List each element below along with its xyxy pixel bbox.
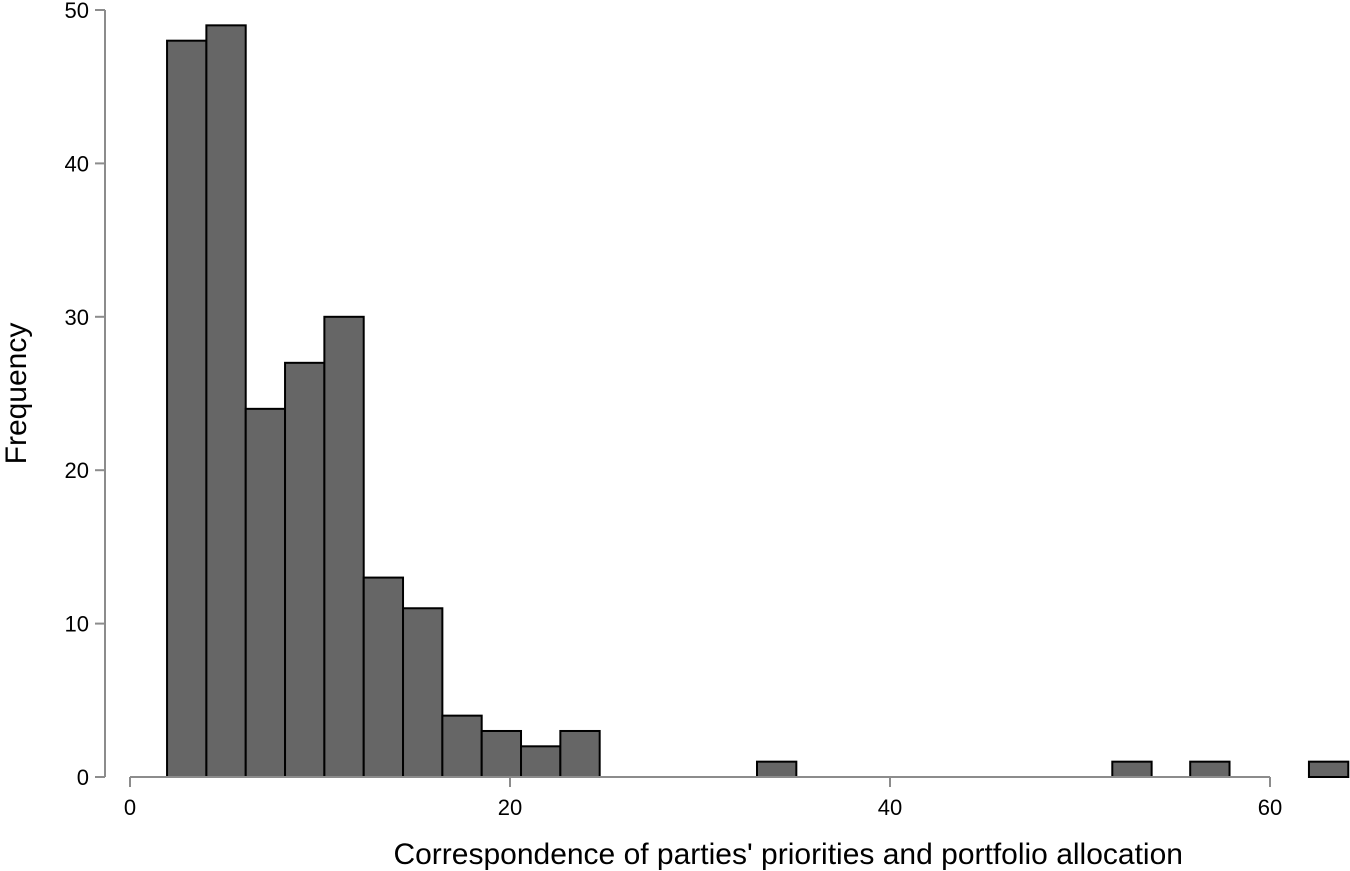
y-tick-label-0: 0 bbox=[77, 765, 89, 790]
x-tick-label-20: 20 bbox=[498, 795, 522, 820]
histogram-bar-15 bbox=[1307, 760, 1350, 778]
histogram-bar-2 bbox=[205, 24, 247, 778]
histogram-bar-3 bbox=[244, 407, 287, 778]
x-axis-ticks: 0 20 40 60 bbox=[124, 777, 1282, 820]
x-tick-label-40: 40 bbox=[878, 795, 902, 820]
histogram-bar-10 bbox=[520, 745, 562, 779]
y-tick-label-10: 10 bbox=[65, 612, 89, 637]
histogram-bar-13 bbox=[1111, 760, 1153, 778]
y-tick-label-20: 20 bbox=[65, 458, 89, 483]
histogram-bars bbox=[166, 24, 1350, 779]
y-tick-label-40: 40 bbox=[65, 151, 89, 176]
y-axis-label: Frequency bbox=[0, 323, 33, 465]
histogram-bar-4 bbox=[284, 361, 326, 778]
histogram-bar-6 bbox=[362, 576, 405, 779]
histogram-bar-9 bbox=[480, 729, 523, 778]
histogram-bar-14 bbox=[1189, 760, 1231, 778]
x-axis-label: Correspondence of parties' priorities an… bbox=[393, 838, 1183, 871]
histogram-bar-7 bbox=[402, 607, 444, 779]
x-tick-label-0: 0 bbox=[124, 795, 136, 820]
histogram-bar-1 bbox=[166, 39, 208, 779]
histogram-bar-11 bbox=[559, 729, 601, 778]
histogram-bar-12 bbox=[756, 760, 798, 778]
y-axis-ticks: 0 10 20 30 40 50 bbox=[65, 0, 105, 790]
histogram-bar-8 bbox=[441, 714, 483, 779]
histogram-bar-5 bbox=[323, 315, 365, 778]
x-tick-label-60: 60 bbox=[1258, 795, 1282, 820]
y-tick-label-30: 30 bbox=[65, 305, 89, 330]
y-tick-label-50: 50 bbox=[65, 0, 89, 23]
